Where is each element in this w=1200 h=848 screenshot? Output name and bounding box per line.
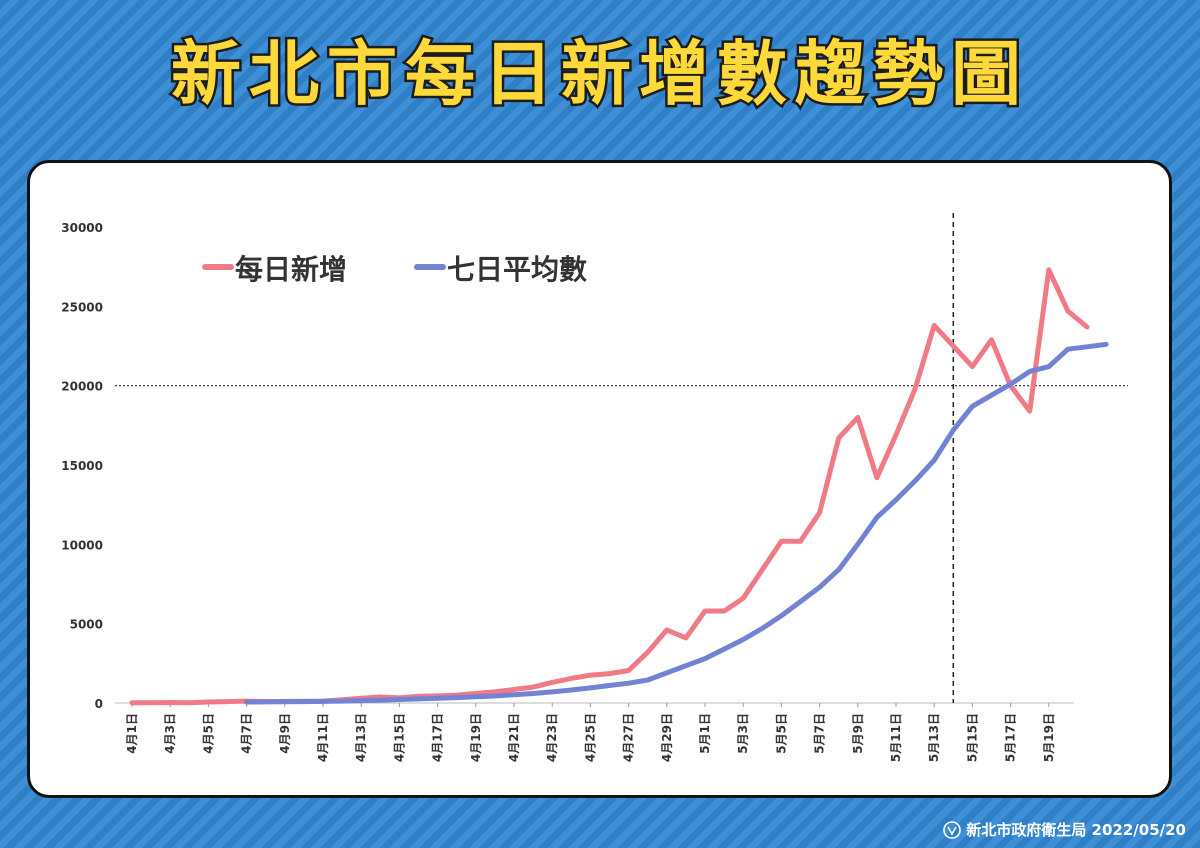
x-tick-label: 4月9日: [278, 713, 292, 754]
x-tick-label: 4月27日: [622, 713, 636, 762]
x-tick-label: 4月3日: [163, 713, 177, 754]
x-tick-label: 4月25日: [583, 713, 597, 762]
x-tick-label: 4月11日: [316, 713, 330, 762]
x-tick-label: 4月29日: [660, 713, 674, 762]
x-tick-label: 5月7日: [813, 713, 827, 754]
x-tick-label: 5月19日: [1042, 713, 1056, 762]
x-tick-label: 4月23日: [545, 713, 559, 762]
x-tick-label: 4月1日: [125, 713, 139, 754]
y-tick-label: 5000: [70, 618, 103, 632]
x-tick-label: 5月11日: [889, 713, 903, 762]
x-tick-label: 4月21日: [507, 713, 521, 762]
legend-label-0: 每日新增: [235, 253, 347, 286]
x-tick-label: 5月1日: [698, 713, 712, 754]
y-tick-label: 20000: [61, 380, 103, 394]
x-tick-label: 5月9日: [851, 713, 865, 754]
footer-text: 新北市政府衛生局 2022/05/20: [966, 821, 1186, 839]
x-tick-label: 4月17日: [431, 713, 445, 762]
page-title: 新北市每日新增數趨勢圖: [169, 31, 1029, 118]
legend-label-1: 七日平均數: [447, 253, 587, 286]
series-line-1: [244, 341, 1109, 705]
x-tick-label: 5月3日: [736, 713, 750, 754]
x-tick-label: 4月19日: [469, 713, 483, 762]
x-tick-label: 5月15日: [965, 713, 979, 762]
x-tick-label: 4月15日: [392, 713, 406, 762]
x-tick-label: 4月5日: [201, 713, 215, 754]
x-tick-label: 4月13日: [354, 713, 368, 762]
x-tick-label: 5月13日: [927, 713, 941, 762]
x-tick-label: 4月7日: [240, 713, 254, 754]
y-tick-label: 25000: [61, 300, 103, 314]
x-tick-label: 5月17日: [1004, 713, 1018, 762]
health-bureau-logo-icon: [943, 820, 962, 839]
y-tick-label: 15000: [61, 459, 103, 473]
y-tick-label: 0: [95, 697, 103, 711]
x-tick-label: 5月5日: [774, 713, 788, 754]
y-tick-label: 10000: [61, 538, 103, 552]
footer: 新北市政府衛生局 2022/05/20: [943, 819, 1186, 840]
y-tick-label: 30000: [61, 221, 103, 235]
series-line-0: [129, 267, 1090, 706]
